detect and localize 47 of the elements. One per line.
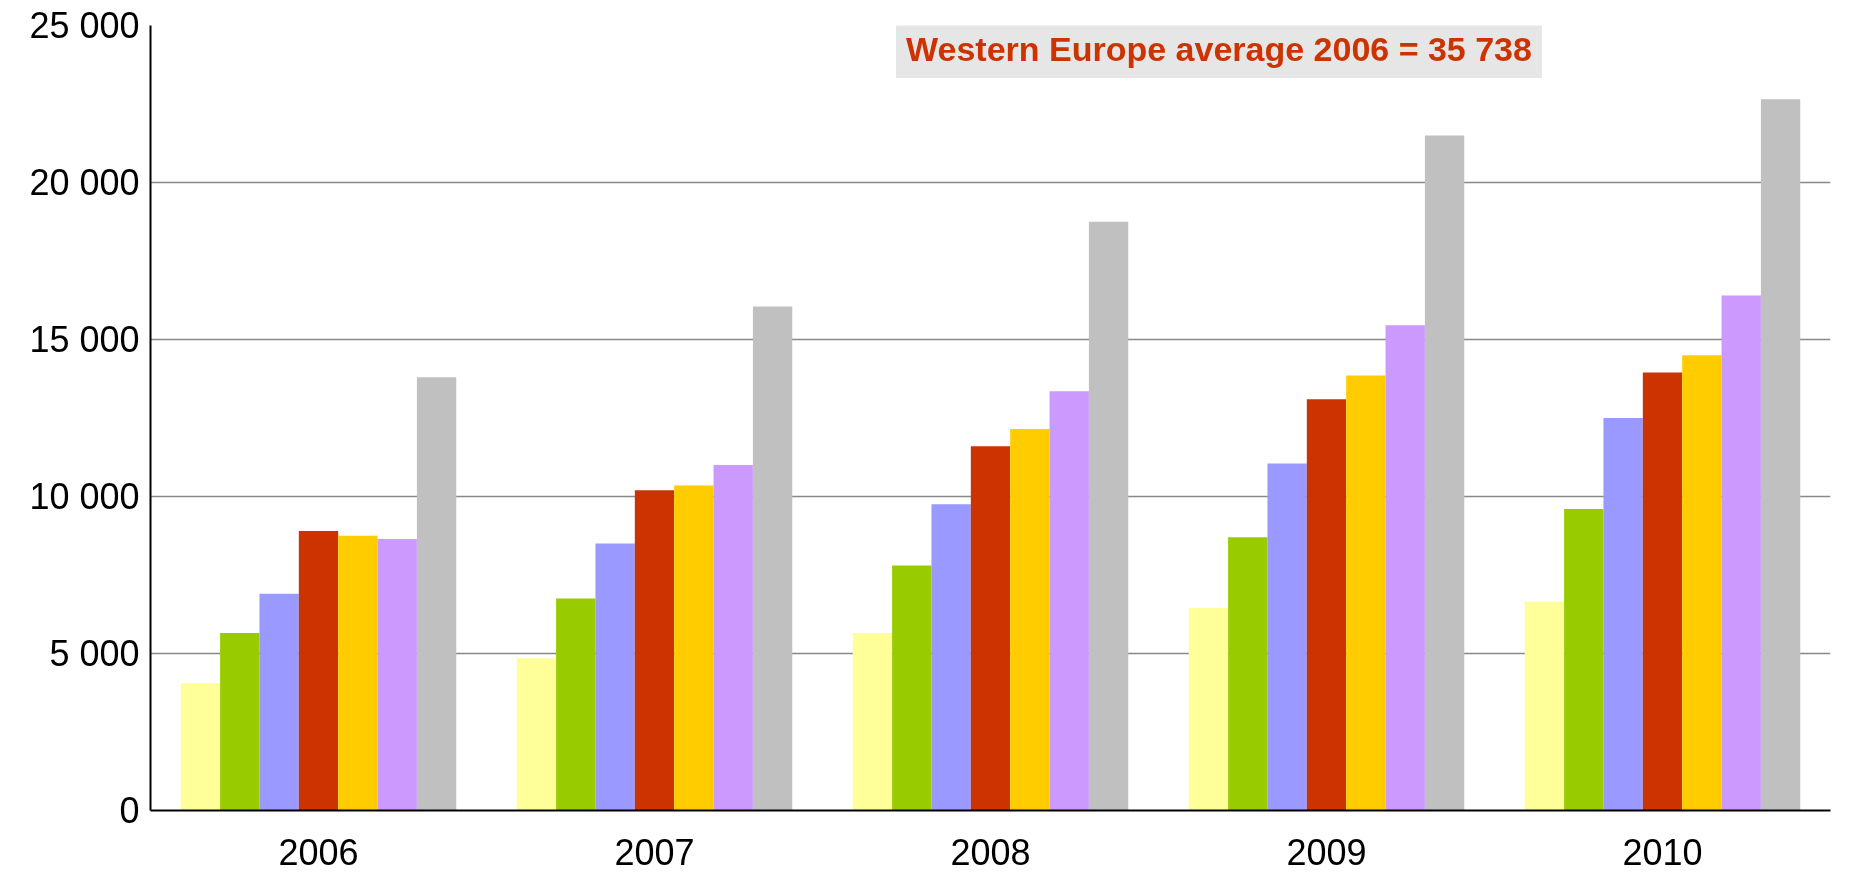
bar bbox=[220, 633, 260, 811]
bar bbox=[298, 531, 339, 811]
x-tick-label: 2010 bbox=[1622, 831, 1703, 873]
x-tick-label: 2006 bbox=[278, 831, 359, 873]
x-tick-label: 2009 bbox=[1286, 831, 1367, 873]
bar bbox=[416, 377, 457, 811]
bar bbox=[892, 565, 932, 811]
bar bbox=[1524, 601, 1565, 811]
bar bbox=[752, 306, 793, 811]
bar bbox=[516, 658, 557, 811]
y-tick-label: 20 000 bbox=[29, 162, 140, 203]
y-tick-label: 5 000 bbox=[49, 633, 140, 674]
bar bbox=[1760, 99, 1801, 811]
y-tick-label: 15 000 bbox=[29, 319, 140, 360]
bar bbox=[1228, 537, 1268, 811]
bar bbox=[259, 593, 299, 811]
bar bbox=[595, 543, 635, 811]
bar bbox=[970, 446, 1011, 811]
bar bbox=[1564, 509, 1604, 811]
bar bbox=[674, 485, 714, 811]
annotation: Western Europe average 2006 = 35 738 bbox=[906, 30, 1532, 69]
y-tick-label: 0 bbox=[119, 790, 140, 831]
bar bbox=[1346, 375, 1386, 811]
bar bbox=[1642, 372, 1683, 811]
bar bbox=[1306, 399, 1347, 811]
bar bbox=[377, 538, 417, 811]
bar bbox=[852, 633, 893, 811]
y-tick-label: 25 000 bbox=[29, 5, 140, 46]
bar bbox=[713, 465, 753, 811]
bar bbox=[180, 683, 221, 811]
x-tick-label: 2007 bbox=[614, 831, 695, 873]
bar bbox=[338, 535, 378, 811]
bar bbox=[1010, 428, 1050, 811]
bar bbox=[634, 490, 675, 811]
bar bbox=[556, 598, 596, 811]
bar bbox=[1049, 391, 1089, 811]
bar bbox=[1088, 221, 1129, 811]
bar bbox=[1603, 418, 1643, 811]
bar bbox=[1721, 295, 1761, 811]
y-tick-label: 10 000 bbox=[29, 476, 140, 517]
bar bbox=[1188, 607, 1229, 811]
bar bbox=[1424, 135, 1465, 811]
bar bbox=[1385, 325, 1425, 811]
bar bbox=[931, 504, 971, 811]
bar bbox=[1267, 463, 1307, 811]
x-tick-label: 2008 bbox=[950, 831, 1031, 873]
bar bbox=[1682, 355, 1722, 811]
